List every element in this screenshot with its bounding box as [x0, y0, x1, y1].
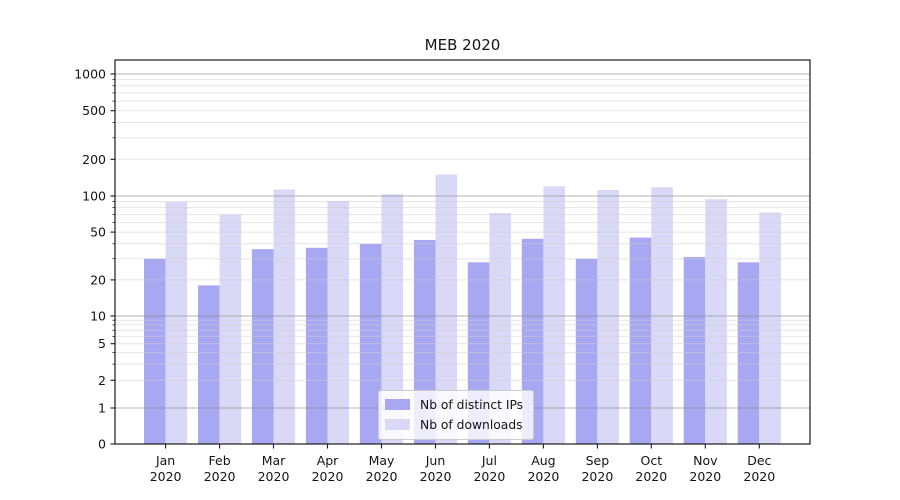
bar-downloads-may: [381, 194, 404, 444]
y-tick-label: 5: [98, 336, 106, 351]
legend-item-downloads: Nb of downloads: [385, 416, 523, 433]
bar-downloads-nov: [705, 199, 727, 444]
plot-frame: [114, 59, 811, 445]
y-tick-label: 1000: [74, 67, 106, 82]
x-tick-label-year: 2020: [743, 469, 775, 484]
x-tick-label-month: Oct: [640, 453, 662, 468]
bar-distinct-ips-nov: [683, 257, 706, 444]
x-tick-label-year: 2020: [527, 469, 559, 484]
x-tick-label-year: 2020: [473, 469, 505, 484]
x-tick-label-month: Nov: [693, 453, 718, 468]
bar-distinct-ips-feb: [198, 285, 220, 444]
x-tick-label-month: Apr: [317, 453, 339, 468]
bar-downloads-mar: [273, 189, 296, 444]
bar-distinct-ips-mar: [251, 249, 274, 444]
legend-label-downloads: Nb of downloads: [420, 417, 523, 432]
y-tick-label: 20: [90, 272, 106, 287]
legend: Nb of distinct IPs Nb of downloads: [378, 390, 535, 440]
bar-distinct-ips-dec: [737, 262, 760, 444]
legend-label-distinct-ips: Nb of distinct IPs: [420, 397, 524, 412]
y-tick-label: 2: [98, 373, 106, 388]
x-tick-label-month: Jun: [425, 453, 446, 468]
y-tick-label: 100: [82, 189, 106, 204]
bar-downloads-feb: [219, 214, 242, 444]
y-tick-label: 500: [82, 103, 106, 118]
bar-downloads-dec: [759, 212, 781, 444]
bar-distinct-ips-apr: [305, 247, 328, 444]
bar-distinct-ips-jan: [144, 258, 166, 444]
bar-downloads-apr: [327, 200, 350, 444]
bar-distinct-ips-oct: [629, 237, 652, 444]
x-tick-label-month: Dec: [747, 453, 771, 468]
x-tick-label-year: 2020: [581, 469, 613, 484]
legend-swatch-downloads: [385, 419, 410, 430]
x-tick-label-year: 2020: [689, 469, 721, 484]
x-tick-label-year: 2020: [204, 469, 236, 484]
bar-downloads-aug: [543, 186, 565, 445]
legend-item-distinct-ips: Nb of distinct IPs: [385, 396, 523, 413]
y-tick-label: 1: [98, 401, 106, 416]
x-tick-label-year: 2020: [150, 469, 182, 484]
legend-swatch-distinct-ips: [385, 399, 410, 410]
x-tick-label-month: May: [369, 453, 395, 468]
x-tick-label-year: 2020: [366, 469, 398, 484]
x-tick-label-year: 2020: [258, 469, 290, 484]
chart-title: MEB 2020: [424, 36, 501, 54]
bar-downloads-jun: [435, 174, 458, 444]
x-tick-label-year: 2020: [312, 469, 344, 484]
x-tick-label-month: Sep: [586, 453, 610, 468]
x-tick-label-year: 2020: [635, 469, 667, 484]
y-tick-label: 50: [90, 225, 106, 240]
y-tick-label: 0: [98, 437, 106, 452]
x-tick-label-month: Jan: [155, 453, 175, 468]
x-tick-label-month: Feb: [209, 453, 231, 468]
bar-distinct-ips-sep: [575, 258, 598, 444]
x-tick-label-year: 2020: [420, 469, 452, 484]
bar-downloads-jul: [489, 213, 511, 444]
y-tick-label: 200: [82, 152, 106, 167]
x-tick-label-month: Mar: [262, 453, 286, 468]
x-tick-label-month: Jul: [481, 453, 497, 468]
y-tick-label: 10: [90, 309, 106, 324]
bar-downloads-jan: [165, 202, 188, 444]
x-tick-label-month: Aug: [531, 453, 555, 468]
bar-downloads-sep: [597, 190, 619, 444]
